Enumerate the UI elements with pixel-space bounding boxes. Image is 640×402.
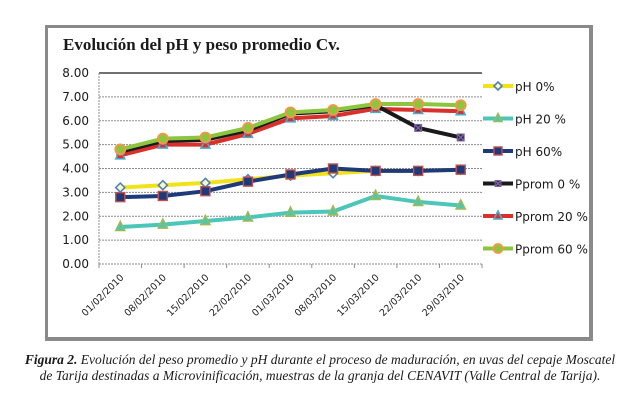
marker-square — [157, 190, 169, 202]
x-tick-label: 22/03/2010 — [378, 272, 425, 319]
gridlines — [98, 72, 482, 265]
series-group — [114, 98, 467, 232]
x-tick-label: 08/03/2010 — [293, 272, 340, 319]
x-axis: 01/02/201008/02/201015/02/201022/02/2010… — [80, 264, 483, 319]
legend-label: pH 20 % — [515, 113, 566, 127]
y-tick-label: 2.00 — [62, 209, 89, 223]
marker-diamond — [114, 181, 126, 194]
x-tick-label: 15/02/2010 — [165, 272, 212, 319]
marker-x — [456, 133, 465, 142]
marker-triangle — [327, 204, 339, 216]
marker-circle — [454, 99, 467, 112]
marker-triangle — [284, 205, 297, 217]
marker-square — [200, 185, 211, 197]
legend-label: pH 60% — [515, 145, 562, 159]
y-tick-label: 7.00 — [62, 90, 89, 104]
x-tick-label: 15/03/2010 — [335, 272, 382, 319]
series-ph-60 — [115, 163, 466, 203]
marker-circle — [492, 243, 504, 254]
legend-label: Pprom 60 % — [515, 243, 588, 257]
marker-circle — [369, 98, 382, 110]
marker-circle — [242, 122, 254, 134]
marker-triangle — [454, 198, 467, 210]
x-tick-label: 08/02/2010 — [122, 272, 169, 319]
marker-triangle — [492, 209, 504, 220]
y-tick-label: 3.00 — [62, 185, 89, 199]
caption-line-2: de Tarija destinadas a Microvinificación… — [39, 368, 601, 383]
marker-circle — [412, 98, 425, 110]
marker-square — [327, 163, 339, 174]
marker-triangle — [242, 210, 254, 222]
series-ph-20 — [114, 188, 467, 232]
marker-circle — [114, 143, 127, 156]
legend-item: pH 0% — [483, 80, 555, 94]
legend-label: Pprom 0 % — [515, 178, 580, 192]
marker-square — [115, 191, 126, 203]
marker-square — [412, 165, 424, 177]
chart-title: Evolución del pH y peso promedio Cv. — [63, 35, 340, 54]
marker-triangle — [492, 111, 504, 123]
y-tick-label: 0.00 — [62, 257, 89, 271]
x-tick-label: 01/03/2010 — [250, 272, 297, 319]
y-tick-label: 8.00 — [62, 66, 89, 80]
marker-x — [494, 180, 502, 187]
marker-square — [242, 176, 254, 187]
marker-diamond — [199, 177, 212, 189]
legend-item: Pprom 60 % — [483, 243, 588, 257]
marker-triangle — [114, 219, 127, 232]
y-tick-label: 4.00 — [62, 162, 89, 176]
legend-item: pH 20 % — [483, 111, 566, 127]
y-tick-label: 6.00 — [62, 114, 89, 128]
marker-circle — [156, 132, 169, 145]
legend: pH 0% pH 20 % pH 60% Pprom 0 % Pprom 20 % Ppr… — [483, 80, 588, 257]
marker-circle — [199, 131, 212, 144]
x-tick-label: 29/03/2010 — [420, 272, 467, 319]
legend-item: pH 60% — [483, 145, 562, 159]
marker-circle — [284, 106, 297, 119]
marker-diamond — [157, 179, 169, 191]
x-tick-label: 22/02/2010 — [208, 272, 255, 319]
marker-x — [414, 123, 423, 132]
marker-square — [493, 146, 503, 156]
legend-item: Pprom 0 % — [483, 178, 580, 192]
marker-triangle — [157, 217, 169, 229]
series-pprom-60 — [114, 98, 467, 156]
y-tick-label: 5.00 — [62, 138, 89, 152]
marker-triangle — [369, 188, 382, 201]
marker-diamond — [492, 80, 504, 92]
y-tick-label: 1.00 — [62, 233, 89, 247]
x-tick-label: 01/02/2010 — [80, 272, 127, 319]
marker-triangle — [412, 194, 424, 207]
legend-label: pH 0% — [515, 80, 555, 94]
y-axis-ticks: 0.00 1.00 2.00 3.00 4.00 5.00 6.00 7.00 8.00 — [62, 66, 89, 271]
marker-triangle — [199, 213, 212, 226]
legend-item: Pprom 20 % — [483, 209, 588, 224]
caption-line-1: Evolución del peso promedio y pH durante… — [77, 352, 616, 367]
caption-label: Figura 2. — [24, 352, 78, 367]
marker-square — [285, 169, 296, 180]
marker-square — [455, 164, 466, 175]
legend-label: Pprom 20 % — [515, 210, 588, 224]
marker-circle — [327, 104, 339, 116]
marker-square — [370, 165, 381, 177]
figure-caption: Figura 2. Evolución del peso promedio y … — [0, 352, 640, 384]
